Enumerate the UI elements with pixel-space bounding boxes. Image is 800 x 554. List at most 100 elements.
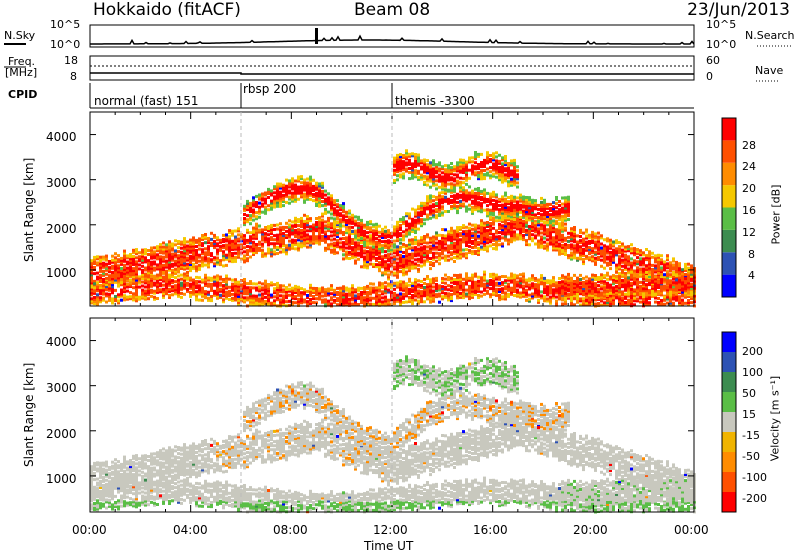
- velocity-echo-cell: [324, 494, 327, 498]
- velocity-echo-cell: [297, 426, 300, 430]
- velocity-echo-cell: [180, 473, 183, 476]
- power-echo-cell: [132, 292, 135, 296]
- power-echo-cell: [141, 277, 144, 280]
- power-echo-cell: [324, 300, 327, 304]
- velocity-echo-cell: [363, 471, 366, 475]
- velocity-echo-cell: [318, 440, 321, 444]
- power-echo-cell: [231, 239, 234, 243]
- power-echo-cell: [384, 268, 387, 272]
- power-echo-cell: [222, 290, 225, 294]
- power-echo-cell: [294, 224, 297, 228]
- power-echo-cell: [198, 241, 201, 245]
- power-echo-cell: [348, 209, 351, 213]
- power-echo-cell: [225, 296, 228, 300]
- velocity-echo-cell: [210, 460, 213, 464]
- power-echo-cell: [195, 280, 198, 283]
- velocity-echo-cell: [213, 489, 216, 493]
- velocity-echo-cell: [375, 446, 378, 450]
- power-echo-cell: [363, 263, 366, 267]
- velocity-echo-cell: [267, 455, 270, 459]
- power-echo-cell: [129, 273, 132, 277]
- velocity-echo-cell: [273, 444, 276, 448]
- velocity-echo-cell: [333, 435, 336, 439]
- power-echo-cell: [180, 281, 183, 285]
- power-echo-cell: [384, 239, 387, 243]
- power-echo-cell: [192, 242, 195, 246]
- power-echo-cell: [375, 302, 378, 306]
- power-echo-cell: [237, 255, 240, 259]
- velocity-echo-cell: [279, 506, 282, 510]
- velocity-echo-cell: [210, 464, 213, 468]
- power-echo-cell: [99, 300, 102, 304]
- velocity-echo-cell: [219, 469, 222, 473]
- velocity-echo-cell: [288, 403, 291, 407]
- velocity-echo-cell: [303, 388, 306, 392]
- power-echo-cell: [222, 250, 225, 254]
- velocity-echo-cell: [186, 454, 189, 458]
- velocity-echo-cell: [180, 466, 183, 470]
- velocity-echo-cell: [339, 424, 342, 428]
- power-echo-cell: [210, 278, 213, 282]
- power-echo-cell: [93, 257, 96, 261]
- power-echo-cell: [360, 251, 363, 254]
- power-echo-cell: [309, 298, 312, 301]
- velocity-echo-cell: [291, 448, 294, 452]
- velocity-echo-cell: [312, 492, 315, 496]
- velocity-echo-cell: [351, 431, 354, 435]
- power-echo-cell: [276, 194, 279, 198]
- velocity-echo-cell: [111, 483, 114, 486]
- power-echo-cell: [300, 243, 303, 247]
- velocity-echo-cell: [375, 463, 378, 466]
- velocity-echo-cell: [354, 502, 357, 506]
- velocity-echo-cell: [174, 490, 177, 494]
- velocity-echo-cell: [210, 505, 213, 509]
- power-echo-cell: [360, 286, 363, 290]
- power-echo-cell: [282, 195, 285, 199]
- velocity-echo-cell: [243, 486, 246, 490]
- velocity-echo-cell: [252, 410, 255, 414]
- power-echo-cell: [120, 269, 123, 272]
- velocity-echo-cell: [363, 450, 366, 453]
- power-echo-cell: [363, 296, 366, 300]
- power-echo-cell: [252, 236, 255, 240]
- velocity-echo-cell: [195, 467, 198, 471]
- velocity-echo-cell: [150, 481, 153, 484]
- power-echo-cell: [387, 231, 390, 235]
- power-echo-cell: [252, 204, 255, 208]
- velocity-echo-cell: [126, 460, 129, 464]
- velocity-echo-cell: [264, 508, 267, 511]
- velocity-echo-cell: [195, 473, 198, 477]
- velocity-echo-cell: [231, 449, 234, 453]
- power-echo-cell: [288, 247, 291, 251]
- power-echo-cell: [135, 287, 138, 291]
- velocity-echo-cell: [270, 438, 273, 441]
- power-echo-cell: [324, 193, 327, 197]
- velocity-echo-cell: [372, 447, 375, 451]
- velocity-echo-cell: [267, 497, 270, 501]
- power-echo-cell: [189, 286, 192, 290]
- velocity-echo-cell: [219, 450, 222, 454]
- power-echo-cell: [189, 276, 192, 280]
- velocity-echo-cell: [357, 498, 360, 502]
- power-echo-cell: [153, 268, 156, 272]
- power-echo-cell: [291, 195, 294, 199]
- power-echo-cell: [273, 242, 276, 246]
- power-echo-cell: [384, 285, 387, 289]
- power-echo-cell: [207, 284, 210, 288]
- velocity-echo-cell: [246, 488, 249, 492]
- velocity-echo-cell: [129, 489, 132, 493]
- power-echo-cell: [276, 296, 279, 300]
- velocity-echo-cell: [156, 490, 159, 494]
- power-echo-cell: [243, 206, 246, 210]
- velocity-echo-cell: [276, 502, 279, 506]
- power-echo-cell: [339, 298, 342, 302]
- velocity-echo-cell: [366, 490, 369, 494]
- power-echo-cell: [162, 287, 165, 291]
- velocity-echo-cell: [351, 425, 354, 429]
- power-echo-cell: [351, 294, 354, 298]
- velocity-echo-cell: [381, 442, 384, 445]
- velocity-echo-cell: [237, 453, 240, 457]
- velocity-echo-cell: [309, 493, 312, 497]
- velocity-echo-cell: [243, 410, 246, 414]
- power-echo-cell: [387, 235, 390, 239]
